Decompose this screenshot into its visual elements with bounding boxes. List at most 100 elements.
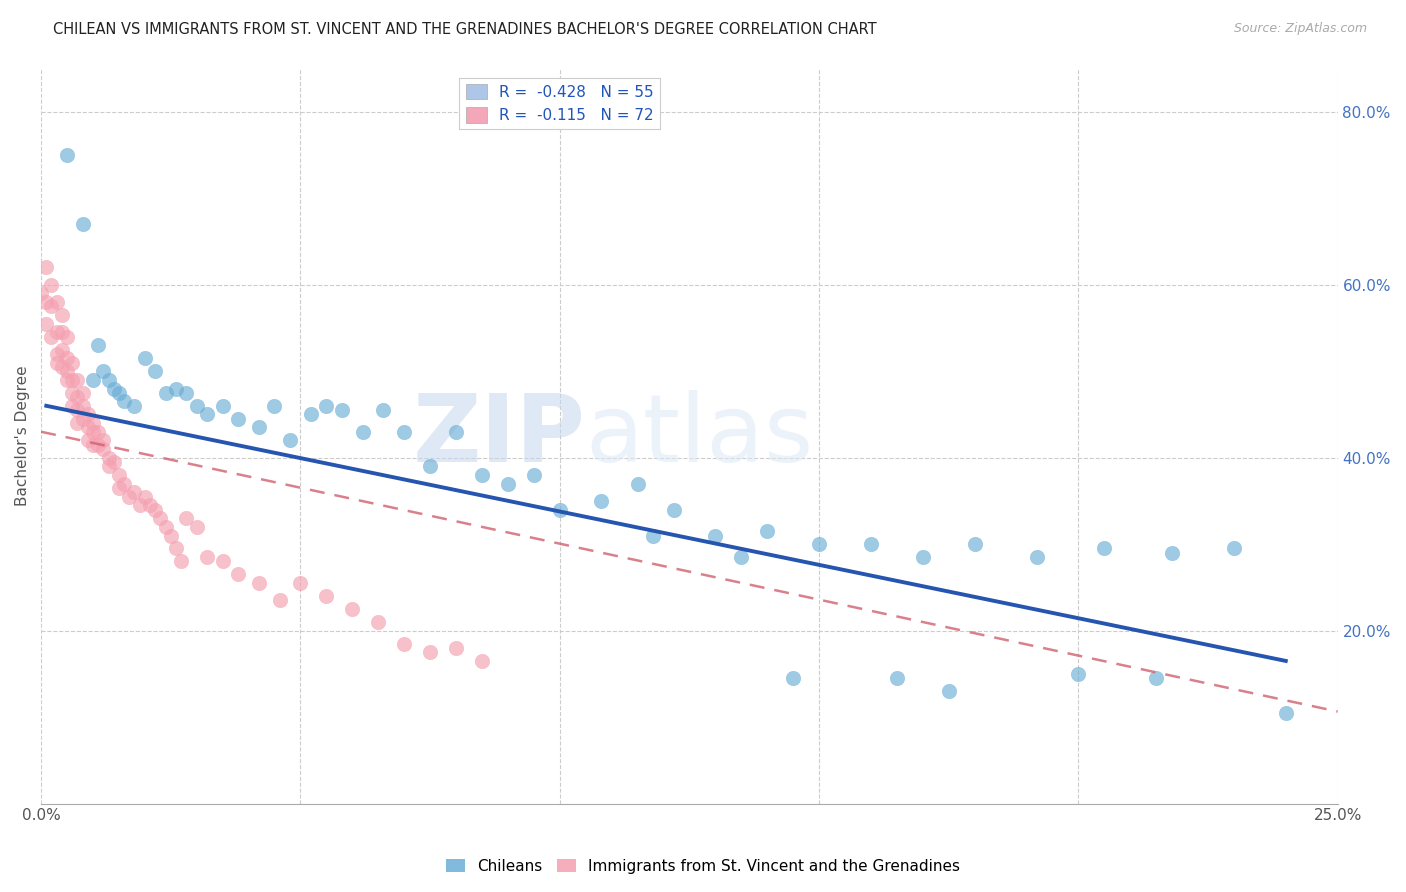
Point [859, 537, 882, 551]
Text: Source: ZipAtlas.com: Source: ZipAtlas.com [1233, 22, 1367, 36]
Point [45, 326, 67, 340]
Point [165, 541, 187, 556]
Y-axis label: Bachelor's Degree: Bachelor's Degree [15, 366, 30, 507]
Point [342, 602, 364, 616]
Point [72, 385, 94, 400]
Point [155, 385, 177, 400]
Point [626, 476, 648, 491]
Point [496, 476, 519, 491]
Point [51, 326, 73, 340]
Point [392, 425, 415, 439]
Point [118, 490, 141, 504]
Point [373, 403, 395, 417]
Point [278, 434, 301, 448]
Point [41, 329, 63, 343]
Point [247, 420, 270, 434]
Point [82, 373, 104, 387]
Point [155, 520, 177, 534]
Point [56, 373, 79, 387]
Point [195, 408, 218, 422]
Point [97, 459, 120, 474]
Point [444, 640, 467, 655]
Point [730, 550, 752, 565]
Point [299, 408, 322, 422]
Point [290, 576, 312, 591]
Point [60, 355, 83, 369]
Point [1067, 666, 1090, 681]
Point [1274, 706, 1296, 720]
Point [963, 537, 986, 551]
Text: ZIP: ZIP [413, 390, 586, 482]
Point [911, 550, 934, 565]
Point [35, 295, 58, 310]
Point [82, 438, 104, 452]
Point [93, 434, 115, 448]
Point [76, 434, 98, 448]
Point [93, 364, 115, 378]
Text: CHILEAN VS IMMIGRANTS FROM ST. VINCENT AND THE GRENADINES BACHELOR'S DEGREE CORR: CHILEAN VS IMMIGRANTS FROM ST. VINCENT A… [53, 22, 877, 37]
Point [51, 359, 73, 374]
Point [51, 343, 73, 357]
Point [76, 408, 98, 422]
Point [211, 554, 233, 568]
Point [186, 399, 208, 413]
Point [170, 554, 193, 568]
Point [35, 260, 58, 275]
Point [143, 364, 166, 378]
Point [124, 485, 146, 500]
Point [247, 576, 270, 591]
Point [195, 550, 218, 565]
Legend: R =  -0.428   N = 55, R =  -0.115   N = 72: R = -0.428 N = 55, R = -0.115 N = 72 [460, 78, 659, 129]
Point [808, 537, 831, 551]
Point [60, 385, 83, 400]
Point [176, 385, 198, 400]
Point [66, 390, 89, 404]
Point [97, 450, 120, 465]
Point [756, 524, 779, 539]
Point [87, 338, 110, 352]
Point [471, 654, 494, 668]
Point [82, 416, 104, 430]
Point [704, 528, 727, 542]
Point [30, 286, 52, 301]
Point [886, 671, 908, 685]
Point [315, 589, 337, 603]
Text: atlas: atlas [586, 390, 814, 482]
Point [124, 399, 146, 413]
Legend: Chileans, Immigrants from St. Vincent and the Grenadines: Chileans, Immigrants from St. Vincent an… [440, 853, 966, 880]
Point [128, 498, 150, 512]
Point [419, 645, 441, 659]
Point [66, 403, 89, 417]
Point [1025, 550, 1047, 565]
Point [72, 411, 94, 425]
Point [87, 438, 110, 452]
Point [134, 351, 156, 366]
Point [662, 502, 685, 516]
Point [76, 420, 98, 434]
Point [591, 494, 613, 508]
Point [159, 528, 181, 542]
Point [330, 403, 353, 417]
Point [143, 502, 166, 516]
Point [641, 528, 664, 542]
Point [45, 295, 67, 310]
Point [367, 615, 389, 629]
Point [103, 382, 125, 396]
Point [97, 373, 120, 387]
Point [103, 455, 125, 469]
Point [66, 416, 89, 430]
Point [352, 425, 374, 439]
Point [444, 425, 467, 439]
Point [226, 411, 249, 425]
Point [1160, 546, 1182, 560]
Point [263, 399, 285, 413]
Point [1092, 541, 1115, 556]
Point [548, 502, 571, 516]
Point [72, 217, 94, 231]
Point [56, 351, 79, 366]
Point [93, 442, 115, 456]
Point [149, 511, 172, 525]
Point [56, 148, 79, 162]
Point [419, 459, 441, 474]
Point [108, 385, 131, 400]
